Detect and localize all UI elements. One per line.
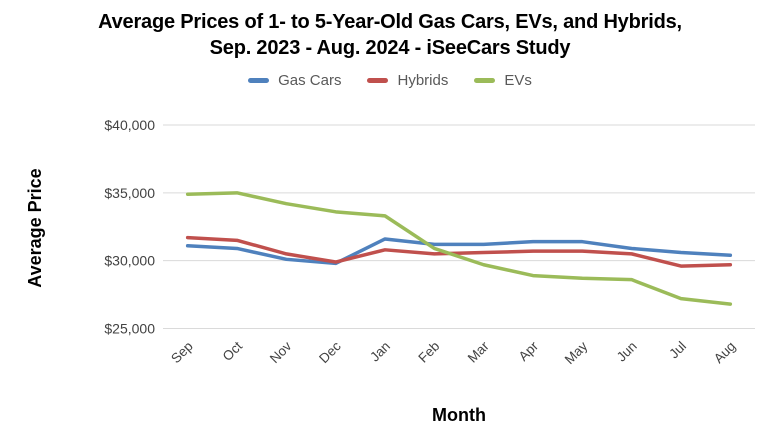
series-line-hybrids[interactable] (185, 235, 733, 268)
x-tick-label: Sep (168, 339, 196, 367)
chart-title-line2: Sep. 2023 - Aug. 2024 - iSeeCars Study (209, 37, 571, 60)
chart-title: Average Prices of 1- to 5-Year-Old Gas C… (0, 9, 780, 62)
x-tick-label: Dec (316, 338, 344, 366)
x-tick-label: Nov (267, 338, 295, 366)
x-tick-label: Jan (367, 339, 393, 365)
series-line-gas-cars[interactable] (185, 237, 733, 266)
series-line-evs[interactable] (185, 191, 733, 306)
legend-swatch-gas-cars (248, 78, 270, 83)
x-tick-label: Feb (415, 339, 442, 366)
legend-label-hybrids: Hybrids (397, 72, 449, 89)
legend-swatch-hybrids (367, 78, 389, 83)
y-tick-label: $40,000 (104, 117, 155, 133)
legend-item-hybrids[interactable]: Hybrids (367, 72, 448, 89)
y-axis-title: Average Price (25, 168, 45, 288)
y-tick-label: $35,000 (104, 185, 155, 201)
x-tick-label: May (562, 338, 591, 367)
x-tick-label: Mar (465, 338, 492, 365)
x-tick-label: Jun (614, 339, 640, 365)
y-tick-label: $25,000 (104, 321, 155, 337)
y-tick-label: $30,000 (104, 253, 155, 269)
x-tick-label: Oct (220, 338, 246, 364)
legend-item-gas-cars[interactable]: Gas Cars (248, 72, 341, 89)
x-axis-title: Month (432, 405, 486, 425)
legend-item-evs[interactable]: EVs (474, 72, 532, 89)
x-tick-label: Jul (666, 339, 689, 362)
legend-label-evs: EVs (504, 72, 532, 89)
legend-swatch-evs (474, 78, 496, 83)
x-tick-label: Aug (711, 339, 739, 367)
chart-title-line1: Average Prices of 1- to 5-Year-Old Gas C… (98, 11, 682, 33)
legend-label-gas-cars: Gas Cars (278, 72, 342, 89)
legend: Gas Cars Hybrids EVs (0, 72, 780, 89)
x-tick-label: Apr (516, 338, 542, 364)
